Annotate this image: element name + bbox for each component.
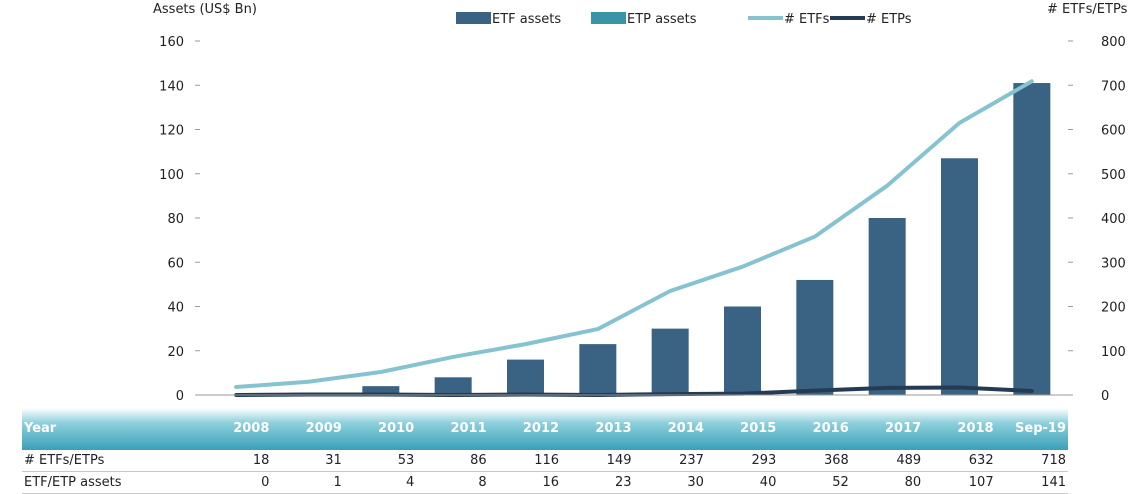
bar-etf-assets — [868, 218, 906, 395]
table-header-year: 2018 — [957, 421, 994, 436]
combo-chart: Assets (US$ Bn) # ETFs/ETPs ETF assets ET… — [153, 2, 1128, 404]
line-series — [234, 79, 1034, 397]
left-tick-label: 40 — [167, 301, 184, 316]
left-tick-label: 140 — [159, 79, 184, 94]
table-header-year: 2013 — [595, 421, 632, 436]
table-header-year: 2011 — [450, 421, 487, 436]
table-cell: 0 — [198, 471, 272, 494]
table-cell: 86 — [416, 450, 489, 472]
table-header-year: 2008 — [233, 421, 270, 436]
table-cell: 489 — [850, 450, 924, 472]
table-cell: 18 — [198, 450, 272, 472]
table-header-year: 2012 — [522, 421, 560, 436]
table-header-label: Year — [24, 421, 57, 436]
table-cell: 293 — [705, 450, 779, 472]
right-tick-label: 200 — [1101, 301, 1126, 316]
right-tick-label: 0 — [1101, 389, 1109, 404]
table-header-year: 2010 — [378, 421, 415, 436]
table-cell: 23 — [561, 471, 634, 494]
table-cell: 368 — [778, 450, 851, 472]
table-cell: 237 — [633, 450, 706, 472]
table-cell: 52 — [778, 471, 851, 494]
table-header-row: Year 2008 2009 2010 2011 2012 2013 2014 2015 2016… — [22, 408, 1068, 450]
right-tick-label: 100 — [1101, 345, 1126, 360]
bar-series — [290, 83, 1051, 395]
table-cell: 116 — [488, 450, 562, 472]
table-cell: 53 — [343, 450, 417, 472]
table-header-year: Sep-19 — [1015, 421, 1066, 436]
table-row-label: ETF/ETP assets — [22, 471, 199, 494]
left-tick-label: 120 — [159, 124, 184, 139]
table-row-label: # ETFs/ETPs — [22, 450, 199, 472]
bar-etf-assets — [651, 328, 689, 395]
table-cell: 30 — [633, 471, 706, 494]
table-cell: 40 — [705, 471, 779, 494]
right-tick-label: 600 — [1101, 124, 1126, 139]
left-tick-label: 160 — [159, 35, 184, 50]
right-tick-label: 500 — [1101, 168, 1126, 183]
left-axis-title: Assets (US$ Bn) — [153, 2, 257, 17]
line--etfs — [234, 79, 1034, 390]
right-tick-label: 400 — [1101, 212, 1126, 227]
line--etps — [234, 385, 1034, 397]
left-tick-label: 0 — [176, 389, 184, 404]
table-header-year: 2009 — [305, 421, 342, 436]
bar-etf-assets — [1013, 83, 1051, 395]
table-cell: 31 — [271, 450, 344, 472]
data-table: Year 2008 2009 2010 2011 2012 2013 2014 2015 2016… — [22, 408, 1068, 494]
legend-swatch — [591, 12, 626, 24]
bar-etf-assets — [507, 359, 544, 395]
left-tick-label: 80 — [167, 212, 184, 227]
right-axis: 0 100 200 300 400 500 600 700 800 — [1068, 35, 1126, 404]
bar-etf-assets — [796, 279, 834, 395]
right-tick-label: 300 — [1101, 256, 1126, 271]
right-tick-label: 700 — [1101, 79, 1126, 94]
right-axis-title: # ETFs/ETPs — [1047, 2, 1128, 17]
table-cell: 8 — [416, 471, 489, 494]
legend-label: # ETFs — [784, 12, 830, 27]
right-tick-label: 800 — [1101, 35, 1126, 50]
legend-label: # ETPs — [866, 12, 912, 27]
table-header-year: 2014 — [667, 421, 704, 436]
table-row: # ETFs/ETPs 18 31 53 86 116 149 237 293 368 489 632… — [22, 450, 1068, 472]
legend-label: ETF assets — [492, 12, 561, 27]
legend-label: ETP assets — [627, 12, 697, 27]
table-cell: 107 — [923, 471, 996, 494]
table-cell: 16 — [488, 471, 562, 494]
left-tick-label: 100 — [159, 168, 184, 183]
bar-etf-assets — [579, 344, 617, 395]
legend: ETF assets ETP assets # ETFs # ETPs — [456, 12, 912, 27]
bar-etf-assets — [724, 306, 761, 395]
table-cell: 632 — [923, 450, 996, 472]
table-cell: 1 — [271, 471, 344, 494]
left-axis: 0 20 40 60 80 100 120 140 160 — [159, 35, 200, 404]
table-cell: 4 — [343, 471, 417, 494]
bar-etf-assets — [362, 386, 400, 395]
left-tick-label: 60 — [167, 256, 184, 271]
table-cell: 80 — [850, 471, 924, 494]
table-cell: 141 — [995, 471, 1068, 494]
table-row: ETF/ETP assets 0 1 4 8 16 23 30 40 52 80 107 141 — [22, 471, 1068, 494]
bar-etf-assets — [434, 377, 472, 395]
left-tick-label: 20 — [167, 345, 184, 360]
legend-swatch — [456, 12, 491, 24]
bar-etf-assets — [941, 158, 978, 395]
table-header-year: 2017 — [885, 421, 922, 436]
table-header-year: 2015 — [740, 421, 777, 436]
table-header-year: 2016 — [812, 421, 849, 436]
table-cell: 718 — [995, 450, 1068, 472]
table-cell: 149 — [561, 450, 634, 472]
